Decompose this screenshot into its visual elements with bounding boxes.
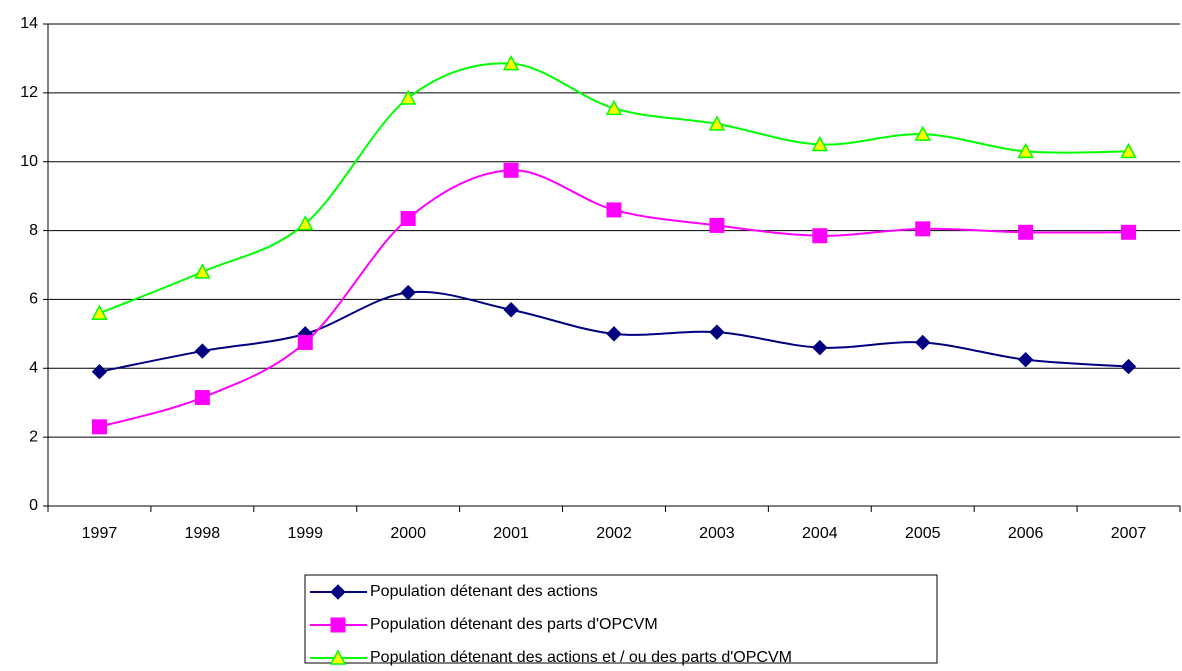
marker [91, 304, 108, 320]
marker [503, 162, 519, 178]
marker [399, 89, 417, 105]
marker [194, 343, 211, 359]
x-tick-label: 2002 [596, 525, 632, 542]
x-tick-label: 1997 [82, 525, 118, 542]
marker [297, 215, 314, 231]
x-tick-label: 1998 [185, 525, 221, 542]
marker [400, 211, 416, 227]
y-tick-label: 2 [29, 428, 38, 445]
marker [329, 649, 347, 665]
marker [915, 221, 931, 237]
marker [606, 202, 622, 218]
marker [1017, 351, 1034, 368]
x-tick-label: 2005 [905, 525, 941, 542]
x-tick-label: 1999 [287, 525, 323, 542]
y-tick-label: 0 [29, 497, 38, 514]
marker [1120, 358, 1137, 375]
marker [330, 584, 346, 600]
y-tick-label: 10 [20, 153, 38, 170]
marker [1121, 224, 1137, 240]
legend-label: Population détenant des parts d'OPCVM [370, 616, 658, 633]
marker [502, 55, 520, 71]
marker [503, 302, 519, 318]
marker [91, 364, 108, 380]
y-tick-label: 8 [29, 222, 38, 239]
marker [1018, 224, 1034, 240]
marker [709, 217, 725, 233]
marker [914, 125, 931, 141]
marker [709, 324, 725, 340]
marker [297, 334, 313, 350]
marker [1120, 142, 1137, 159]
x-tick-label: 2000 [390, 525, 426, 542]
marker [708, 115, 726, 131]
marker [605, 99, 623, 116]
x-tick-label: 2006 [1008, 525, 1044, 542]
y-tick-label: 4 [29, 360, 38, 377]
y-tick-label: 12 [20, 84, 38, 101]
y-tick-label: 6 [29, 291, 38, 308]
marker [811, 135, 829, 152]
marker [91, 419, 107, 435]
x-tick-label: 2001 [493, 525, 529, 542]
marker [1017, 142, 1034, 159]
marker [812, 339, 828, 356]
marker [812, 228, 828, 244]
legend-label: Population détenant des actions et / ou … [370, 649, 792, 666]
legend-label: Population détenant des actions [370, 583, 598, 600]
legend-box [304, 574, 938, 664]
marker [400, 284, 416, 301]
marker [606, 326, 622, 342]
x-tick-label: 2004 [802, 525, 838, 542]
x-tick-label: 2007 [1111, 525, 1147, 542]
x-tick-label: 2003 [699, 525, 735, 542]
marker [330, 617, 346, 633]
marker [194, 390, 210, 406]
marker [915, 334, 931, 351]
marker [194, 263, 211, 279]
y-tick-label: 14 [20, 15, 38, 32]
